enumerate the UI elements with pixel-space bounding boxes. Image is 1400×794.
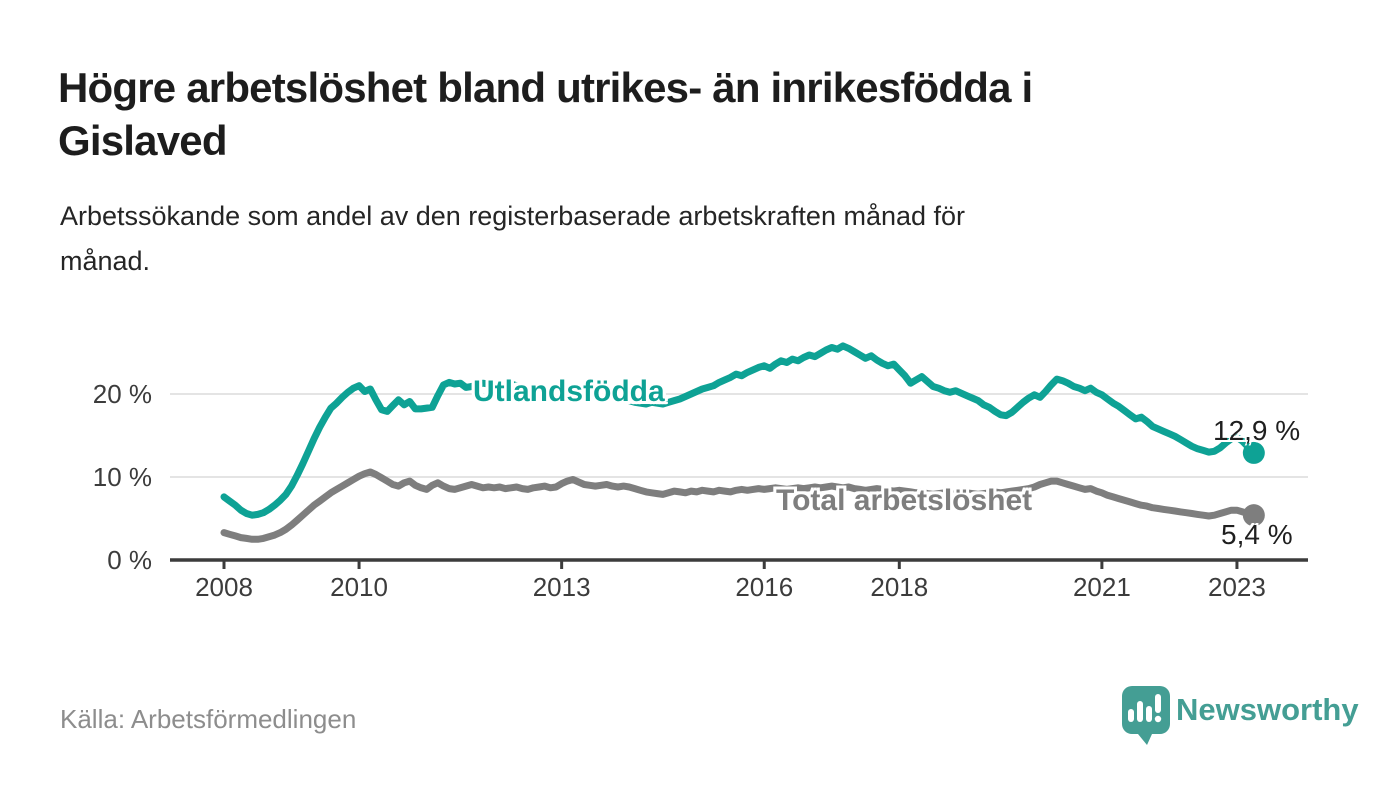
end-value-label-total: 5,4 % — [1221, 519, 1293, 550]
end-dot-1 — [1242, 504, 1265, 527]
chart-subtitle: Arbetssökande som andel av den registerb… — [60, 194, 1300, 283]
logo-exclamation-dot — [1154, 715, 1162, 723]
end-dot-0 — [1242, 441, 1265, 464]
subtitle-line-2: månad. — [60, 245, 151, 276]
series-label-total-arbetsloshet: Total arbetslöshet — [776, 484, 1033, 517]
end-value-label-utlandsfodda: 12,9 % — [1213, 415, 1301, 446]
y-axis-label-20: 20 % — [92, 379, 152, 409]
logo-bar-2 — [1137, 701, 1143, 722]
series-label-utlandsfodda: Utlandsfödda — [473, 375, 665, 408]
y-axis-label-0: 0 % — [107, 545, 152, 575]
x-axis-label-2018: 2018 — [870, 572, 929, 602]
logo-bar-3 — [1146, 706, 1152, 722]
title-line-2: Gislaved — [58, 116, 228, 164]
series-line-0 — [220, 342, 1258, 519]
x-axis-label-2013: 2013 — [532, 572, 591, 602]
newsworthy-logo-icon — [1122, 686, 1170, 745]
x-axis-label-2023: 2023 — [1208, 572, 1266, 602]
subtitle-line-1: Arbetssökande som andel av den registerb… — [60, 201, 966, 231]
logo-exclamation-bar — [1155, 694, 1161, 713]
title-line-1: Högre arbetslöshet bland utrikes- än inr… — [58, 64, 1033, 111]
x-axis-label-2010: 2010 — [330, 572, 388, 602]
brand-name: Newsworthy — [1176, 692, 1359, 727]
page-title: Högre arbetslöshet bland utrikes- än inr… — [58, 62, 1338, 168]
y-axis-label-10: 10 % — [92, 462, 152, 492]
logo-bar-1 — [1128, 709, 1134, 722]
x-axis-label-2021: 2021 — [1072, 572, 1131, 602]
series-line-1 — [220, 468, 1258, 543]
x-axis-label-2008: 2008 — [195, 572, 253, 602]
source-credit: Källa: Arbetsförmedlingen — [60, 704, 357, 734]
x-axis-label-2016: 2016 — [735, 572, 794, 602]
